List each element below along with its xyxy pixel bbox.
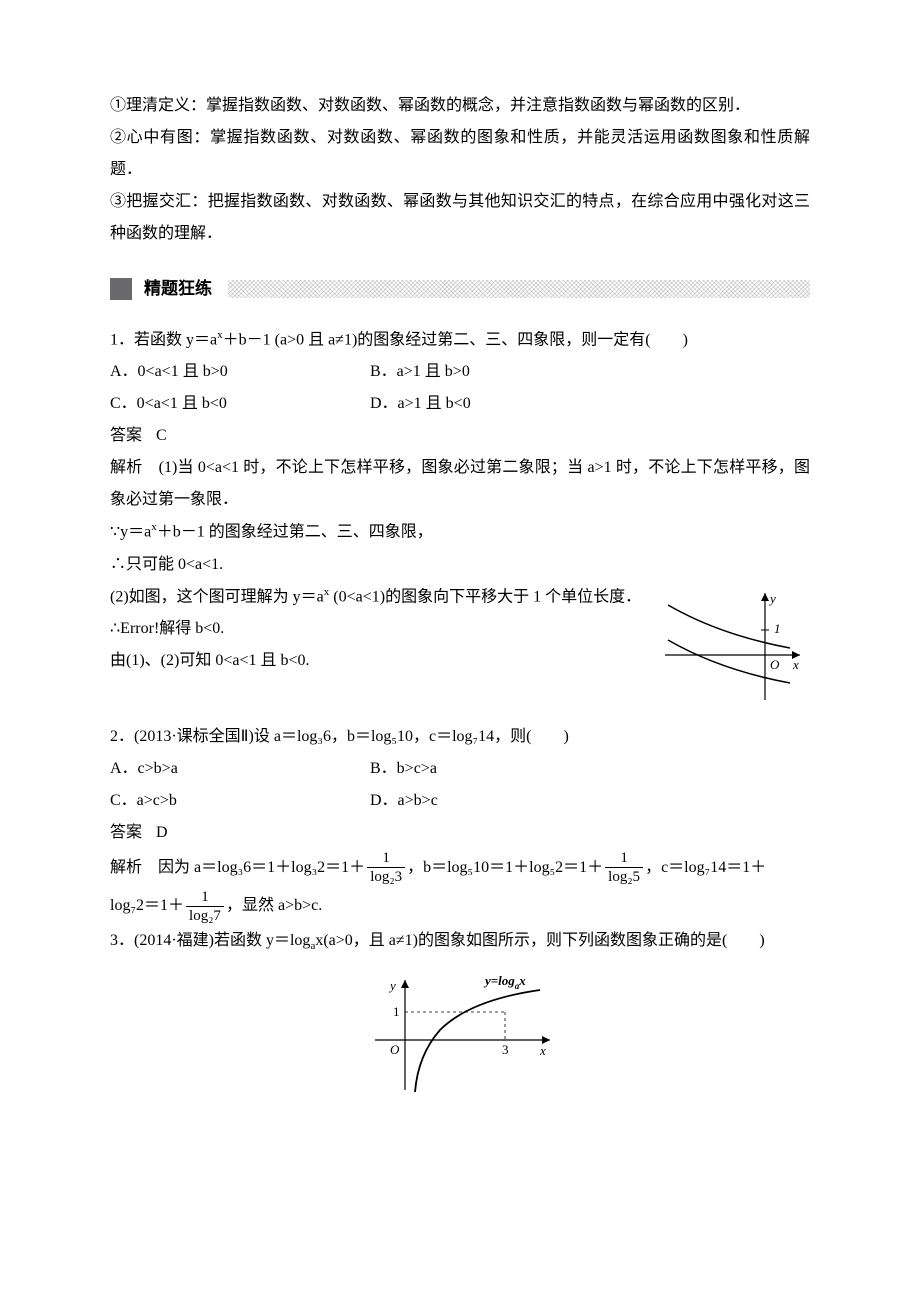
q1-stem-before: 1．若函数 y＝a [110, 331, 217, 348]
q1-figure: 1 y x O [660, 585, 810, 717]
q2-exp-line2-post: ，显然 a>b>c. [226, 897, 322, 914]
fraction-2: 1log₂5 [605, 849, 643, 886]
label-O: O [390, 1042, 400, 1057]
q2-optD-text: D．a>b>c [370, 792, 438, 809]
q2-optB-text: B．b>c>a [370, 760, 437, 777]
q3-stem: 3．(2014·福建)若函数 y＝logax(a>0，且 a≠1)的图象如图所示… [110, 925, 810, 957]
q3-figure: 1 3 y x O y=logax [110, 970, 810, 1112]
q1-answer-key: C [156, 427, 167, 444]
q2-options-row1: A．c>b>a B．b>c>a [110, 753, 810, 785]
q1-optC-text: C．0<a<1 且 b<0 [110, 395, 227, 412]
frac3-den: log₂7 [186, 907, 224, 925]
label-3: 3 [502, 1042, 509, 1057]
q1-exp1: (1)当 0<a<1 时，不论上下怎样平移，图象必过第二象限；当 a>1 时，不… [110, 459, 810, 508]
q1-optA-text: A．0<a<1 且 b>0 [110, 363, 228, 380]
q1-optB: B．a>1 且 b>0 [370, 356, 630, 388]
q2-options-row2: C．a>c>b D．a>b>c [110, 785, 810, 817]
frac2-num: 1 [605, 849, 643, 868]
answer-label: 答案 [110, 427, 142, 444]
fraction-1: 1log₂3 [367, 849, 405, 886]
q2-exp-mid2: ，c＝log₇14＝1＋ [645, 859, 766, 876]
frac1-den: log₂3 [367, 868, 405, 886]
q2-explain: 解析 因为 a＝log₃6＝1＋log₃2＝1＋1log₂3，b＝log₅10＝… [110, 849, 810, 887]
frac2-den: log₂5 [605, 868, 643, 886]
q2-exp-line2-pre: log₇2＝1＋ [110, 897, 184, 914]
label-x: x [792, 657, 799, 672]
q1-optA: A．0<a<1 且 b>0 [110, 356, 370, 388]
q1-exp4-before: (2)如图，这个图可理解为 y＝a [110, 588, 324, 605]
curve-upper [668, 605, 790, 648]
answer-label: 答案 [110, 824, 142, 841]
q1-optB-text: B．a>1 且 b>0 [370, 363, 470, 380]
explain-label: 解析 [110, 459, 142, 476]
y-axis-arrow-icon [761, 593, 769, 601]
q1-exp2-after: ＋b－1 的图象经过第二、三、四象限， [157, 524, 433, 541]
intro-para-2: ②心中有图：掌握指数函数、对数函数、幂函数的图象和性质，并能灵活运用函数图象和性… [110, 122, 810, 186]
label-y: y [768, 591, 776, 606]
intro-para-1: ①理清定义：掌握指数函数、对数函数、幂函数的概念，并注意指数函数与幂函数的区别． [110, 90, 810, 122]
frac1-num: 1 [367, 849, 405, 868]
q2-stem: 2．(2013·课标全国Ⅱ)设 a＝log₃6，b＝log₅10，c＝log₇1… [110, 721, 810, 753]
log-curve-graph: 1 3 y x O y=logax [360, 970, 560, 1100]
label-1: 1 [774, 621, 781, 636]
q2-answer-row: 答案 D [110, 817, 810, 849]
q1-exp2: ∵y＝ax＋b－1 的图象经过第二、三、四象限， [110, 516, 810, 548]
section-header: 精题狂练 [110, 272, 810, 306]
q1-explain-row: 解析 (1)当 0<a<1 时，不论上下怎样平移，图象必过第二象限；当 a>1 … [110, 452, 810, 516]
q1-options-row2: C．0<a<1 且 b<0 D．a>1 且 b<0 [110, 388, 810, 420]
q3-stem-before: 3．(2014·福建)若函数 y＝log [110, 932, 310, 949]
q2-optD: D．a>b>c [370, 785, 630, 817]
fraction-3: 1log₂7 [186, 888, 224, 925]
q1-stem-after: ＋b－1 (a>0 且 a≠1)的图象经过第二、三、四象限，则一定有( ) [223, 331, 688, 348]
q1-options-row1: A．0<a<1 且 b>0 B．a>1 且 b>0 [110, 356, 810, 388]
q1-optD: D．a>1 且 b<0 [370, 388, 630, 420]
q3-stem-after: x(a>0，且 a≠1)的图象如图所示，则下列函数图象正确的是( ) [315, 932, 764, 949]
page-container: { "intro": { "p1": "①理清定义：掌握指数函数、对数函数、幂函… [0, 0, 920, 1164]
label-x: x [539, 1043, 546, 1058]
curve-label: y=logax [483, 973, 526, 991]
label-y: y [388, 978, 396, 993]
section-marker-icon [110, 278, 132, 300]
q1-stem: 1．若函数 y＝ax＋b－1 (a>0 且 a≠1)的图象经过第二、三、四象限，… [110, 324, 810, 356]
q1-exp3: ∴只可能 0<a<1. [110, 549, 810, 581]
q1-optC: C．0<a<1 且 b<0 [110, 388, 370, 420]
q1-exp2-before: ∵y＝a [110, 524, 151, 541]
q2-optB: B．b>c>a [370, 753, 630, 785]
section-decoration [228, 280, 810, 298]
explain-label: 解析 [110, 859, 142, 876]
intro-para-3: ③把握交汇：把握指数函数、对数函数、幂函数与其他知识交汇的特点，在综合应用中强化… [110, 186, 810, 250]
log-curve [415, 990, 540, 1092]
q2-answer-key: D [156, 824, 168, 841]
q1-answer-row: 答案 C [110, 420, 810, 452]
q2-optC: C．a>c>b [110, 785, 370, 817]
label-O: O [770, 657, 780, 672]
q2-exp-mid1: ，b＝log₅10＝1＋log₅2＝1＋ [407, 859, 603, 876]
q2-optA: A．c>b>a [110, 753, 370, 785]
q2-optC-text: C．a>c>b [110, 792, 177, 809]
q2-explain-line2: log₇2＝1＋1log₂7，显然 a>b>c. [110, 887, 810, 925]
q2-exp-pre: 因为 a＝log₃6＝1＋log₃2＝1＋ [158, 859, 365, 876]
y-axis-arrow-icon [401, 980, 409, 988]
q1-optD-text: D．a>1 且 b<0 [370, 395, 471, 412]
section-title: 精题狂练 [144, 272, 212, 306]
frac3-num: 1 [186, 888, 224, 907]
q1-exp4-after: (0<a<1)的图象向下平移大于 1 个单位长度． [329, 588, 641, 605]
label-1: 1 [393, 1004, 400, 1019]
q2-optA-text: A．c>b>a [110, 760, 178, 777]
exp-curve-graph: 1 y x O [660, 585, 810, 705]
